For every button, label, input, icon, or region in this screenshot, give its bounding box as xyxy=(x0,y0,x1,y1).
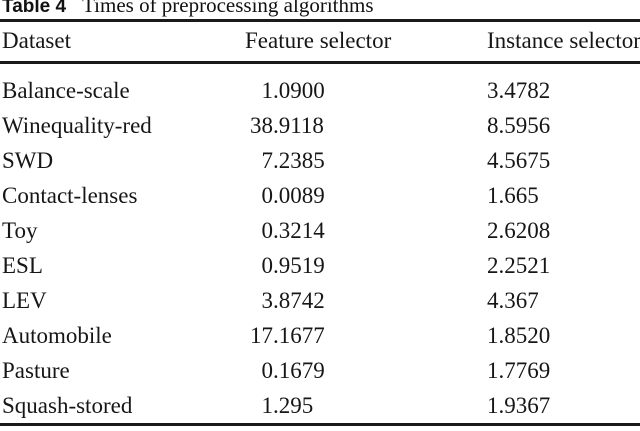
feature-selector-time-cell: 3.8742 xyxy=(261,288,325,313)
dataset-name-cell: Automobile xyxy=(2,323,112,348)
table-top-rule xyxy=(0,19,640,22)
table-header-row: Dataset Feature selector Instance select… xyxy=(0,27,640,55)
instance-selector-time-cell: 3.4782 xyxy=(487,78,551,103)
dataset-name-cell: Pasture xyxy=(2,358,70,383)
table-caption-text: Times of preprocessing algorithms xyxy=(82,0,374,17)
dataset-name-cell: SWD xyxy=(2,148,54,173)
dataset-name-cell: Toy xyxy=(2,218,38,243)
feature-selector-time-cell: 7.2385 xyxy=(261,148,325,173)
table-row: Toy 0.3214 2.6208 xyxy=(0,213,640,248)
instance-selector-time-cell: 4.367 xyxy=(487,288,539,313)
table-caption: Table 4 Times of preprocessing algorithms xyxy=(2,0,374,19)
instance-selector-time-cell: 8.5956 xyxy=(487,113,551,138)
dataset-name-cell: LEV xyxy=(2,288,47,313)
table-bottom-rule xyxy=(0,423,640,426)
instance-selector-time-cell: 2.6208 xyxy=(487,218,551,243)
instance-selector-time-cell: 1.8520 xyxy=(487,323,551,348)
column-header-dataset: Dataset xyxy=(2,28,71,53)
feature-selector-time-cell: 38.9118 xyxy=(250,113,324,138)
dataset-name-cell: Winequality-red xyxy=(2,113,152,138)
instance-selector-time-cell: 2.2521 xyxy=(487,253,551,278)
table-row: ESL 0.9519 2.2521 xyxy=(0,248,640,283)
table-row: Balance-scale 1.0900 3.4782 xyxy=(0,73,640,108)
column-header-feature-selector: Feature selector xyxy=(245,28,392,53)
instance-selector-time-cell: 4.5675 xyxy=(487,148,551,173)
instance-selector-time-cell: 1.7769 xyxy=(487,358,551,383)
feature-selector-time-cell: 17.1677 xyxy=(250,323,325,348)
dataset-name-cell: ESL xyxy=(2,253,43,278)
dataset-name-cell: Contact-lenses xyxy=(2,183,138,208)
table-row: LEV 3.8742 4.367 xyxy=(0,283,640,318)
instance-selector-time-cell: 1.665 xyxy=(487,183,539,208)
dataset-name-cell: Squash-stored xyxy=(2,393,133,418)
table-row: Winequality-red 38.9118 8.5956 xyxy=(0,108,640,143)
table-row: Pasture 0.1679 1.7769 xyxy=(0,353,640,388)
feature-selector-time-cell: 1.0900 xyxy=(261,78,325,103)
table-row: Automobile 17.1677 1.8520 xyxy=(0,318,640,353)
table-caption-label: Table 4 xyxy=(2,0,67,17)
feature-selector-time-cell: 0.0089 xyxy=(261,183,325,208)
table-row: Contact-lenses 0.0089 1.665 xyxy=(0,178,640,213)
table-header-rule xyxy=(0,61,640,64)
feature-selector-time-cell: 1.295 xyxy=(261,393,314,418)
feature-selector-time-cell: 0.1679 xyxy=(261,358,325,383)
table-row: Squash-stored 1.295 1.9367 xyxy=(0,388,640,423)
table-row: SWD 7.2385 4.5675 xyxy=(0,143,640,178)
feature-selector-time-cell: 0.3214 xyxy=(261,218,325,243)
column-header-instance-selector: Instance selector xyxy=(487,28,640,53)
table-body: Balance-scale 1.0900 3.4782 Winequality-red… xyxy=(0,73,640,423)
instance-selector-time-cell: 1.9367 xyxy=(487,393,551,418)
dataset-name-cell: Balance-scale xyxy=(2,78,130,103)
feature-selector-time-cell: 0.9519 xyxy=(261,253,325,278)
